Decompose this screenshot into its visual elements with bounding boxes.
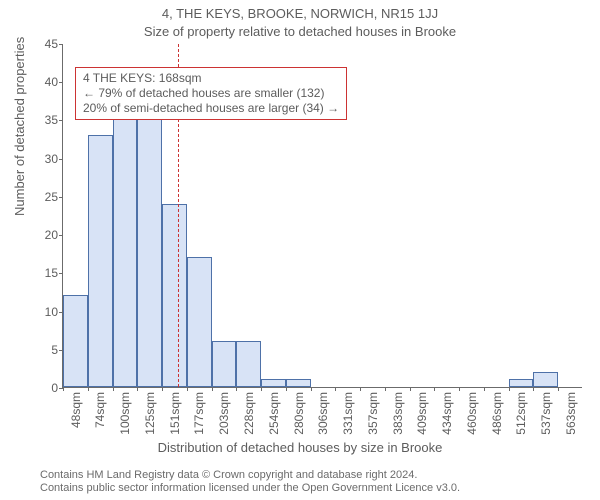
x-tick-label: 125sqm xyxy=(143,392,157,435)
x-tick-label: 203sqm xyxy=(217,392,231,435)
annotation-line-2: ← 79% of detached houses are smaller (13… xyxy=(83,86,339,101)
x-tick-mark xyxy=(410,387,411,391)
x-tick-mark xyxy=(137,387,138,391)
x-tick-label: 537sqm xyxy=(539,392,553,435)
plot-area: 4 THE KEYS: 168sqm← 79% of detached hous… xyxy=(62,44,582,388)
x-tick-mark xyxy=(311,387,312,391)
footer-credits: Contains HM Land Registry data © Crown c… xyxy=(40,469,460,497)
histogram-bar xyxy=(113,112,138,387)
x-tick-mark xyxy=(88,387,89,391)
y-tick-label: 40 xyxy=(45,75,58,89)
x-tick-label: 100sqm xyxy=(118,392,132,435)
y-tick-label: 45 xyxy=(45,37,58,51)
x-tick-label: 74sqm xyxy=(93,392,107,428)
histogram-bar xyxy=(137,104,162,387)
page-title-2: Size of property relative to detached ho… xyxy=(0,24,600,39)
x-tick-mark xyxy=(212,387,213,391)
y-tick-mark xyxy=(59,273,63,274)
x-tick-label: 486sqm xyxy=(490,392,504,435)
y-tick-label: 0 xyxy=(51,381,58,395)
y-tick-label: 35 xyxy=(45,113,58,127)
x-tick-mark xyxy=(434,387,435,391)
x-tick-label: 280sqm xyxy=(292,392,306,435)
y-tick-mark xyxy=(59,120,63,121)
y-tick-label: 20 xyxy=(45,228,58,242)
annotation-line-3: 20% of semi-detached houses are larger (… xyxy=(83,101,339,116)
x-tick-label: 151sqm xyxy=(168,392,182,435)
histogram-bar xyxy=(236,341,261,387)
y-tick-label: 30 xyxy=(45,152,58,166)
x-tick-label: 306sqm xyxy=(316,392,330,435)
histogram-chart: 4 THE KEYS: 168sqm← 79% of detached hous… xyxy=(62,44,582,388)
x-tick-mark xyxy=(385,387,386,391)
y-tick-label: 5 xyxy=(51,343,58,357)
x-tick-mark xyxy=(335,387,336,391)
footer-line-1: Contains HM Land Registry data © Crown c… xyxy=(40,469,460,483)
y-tick-label: 25 xyxy=(45,190,58,204)
annotation-line-1: 4 THE KEYS: 168sqm xyxy=(83,71,339,86)
x-tick-label: 177sqm xyxy=(192,392,206,435)
y-tick-mark xyxy=(59,82,63,83)
y-tick-mark xyxy=(59,44,63,45)
x-tick-label: 331sqm xyxy=(341,392,355,435)
y-tick-label: 10 xyxy=(45,305,58,319)
x-tick-mark xyxy=(63,387,64,391)
y-tick-mark xyxy=(59,159,63,160)
x-tick-label: 357sqm xyxy=(366,392,380,435)
x-tick-mark xyxy=(286,387,287,391)
histogram-bar xyxy=(162,204,187,387)
x-tick-label: 512sqm xyxy=(514,392,528,435)
histogram-bar xyxy=(212,341,237,387)
footer-line-2: Contains public sector information licen… xyxy=(40,482,460,496)
x-tick-label: 383sqm xyxy=(391,392,405,435)
y-tick-mark xyxy=(59,235,63,236)
x-tick-mark xyxy=(236,387,237,391)
x-tick-mark xyxy=(113,387,114,391)
histogram-bar xyxy=(533,372,558,387)
x-tick-label: 563sqm xyxy=(564,392,578,435)
x-tick-label: 228sqm xyxy=(242,392,256,435)
x-tick-mark xyxy=(533,387,534,391)
x-tick-mark xyxy=(360,387,361,391)
x-tick-label: 48sqm xyxy=(69,392,83,428)
x-tick-label: 460sqm xyxy=(465,392,479,435)
y-axis-label: Number of detached properties xyxy=(12,37,27,216)
y-tick-label: 15 xyxy=(45,266,58,280)
x-axis-label: Distribution of detached houses by size … xyxy=(0,440,600,455)
x-tick-mark xyxy=(187,387,188,391)
histogram-bar xyxy=(187,257,212,387)
x-tick-label: 254sqm xyxy=(267,392,281,435)
page-title-1: 4, THE KEYS, BROOKE, NORWICH, NR15 1JJ xyxy=(0,6,600,21)
x-tick-mark xyxy=(558,387,559,391)
x-tick-mark xyxy=(162,387,163,391)
histogram-bar xyxy=(261,379,286,387)
annotation-box: 4 THE KEYS: 168sqm← 79% of detached hous… xyxy=(75,67,347,120)
histogram-bar xyxy=(286,379,311,387)
x-tick-mark xyxy=(484,387,485,391)
y-tick-mark xyxy=(59,197,63,198)
x-tick-label: 409sqm xyxy=(415,392,429,435)
histogram-bar xyxy=(509,379,534,387)
x-tick-mark xyxy=(509,387,510,391)
histogram-bar xyxy=(63,295,88,387)
x-tick-mark xyxy=(459,387,460,391)
x-tick-label: 434sqm xyxy=(440,392,454,435)
histogram-bar xyxy=(88,135,113,387)
x-tick-mark xyxy=(261,387,262,391)
